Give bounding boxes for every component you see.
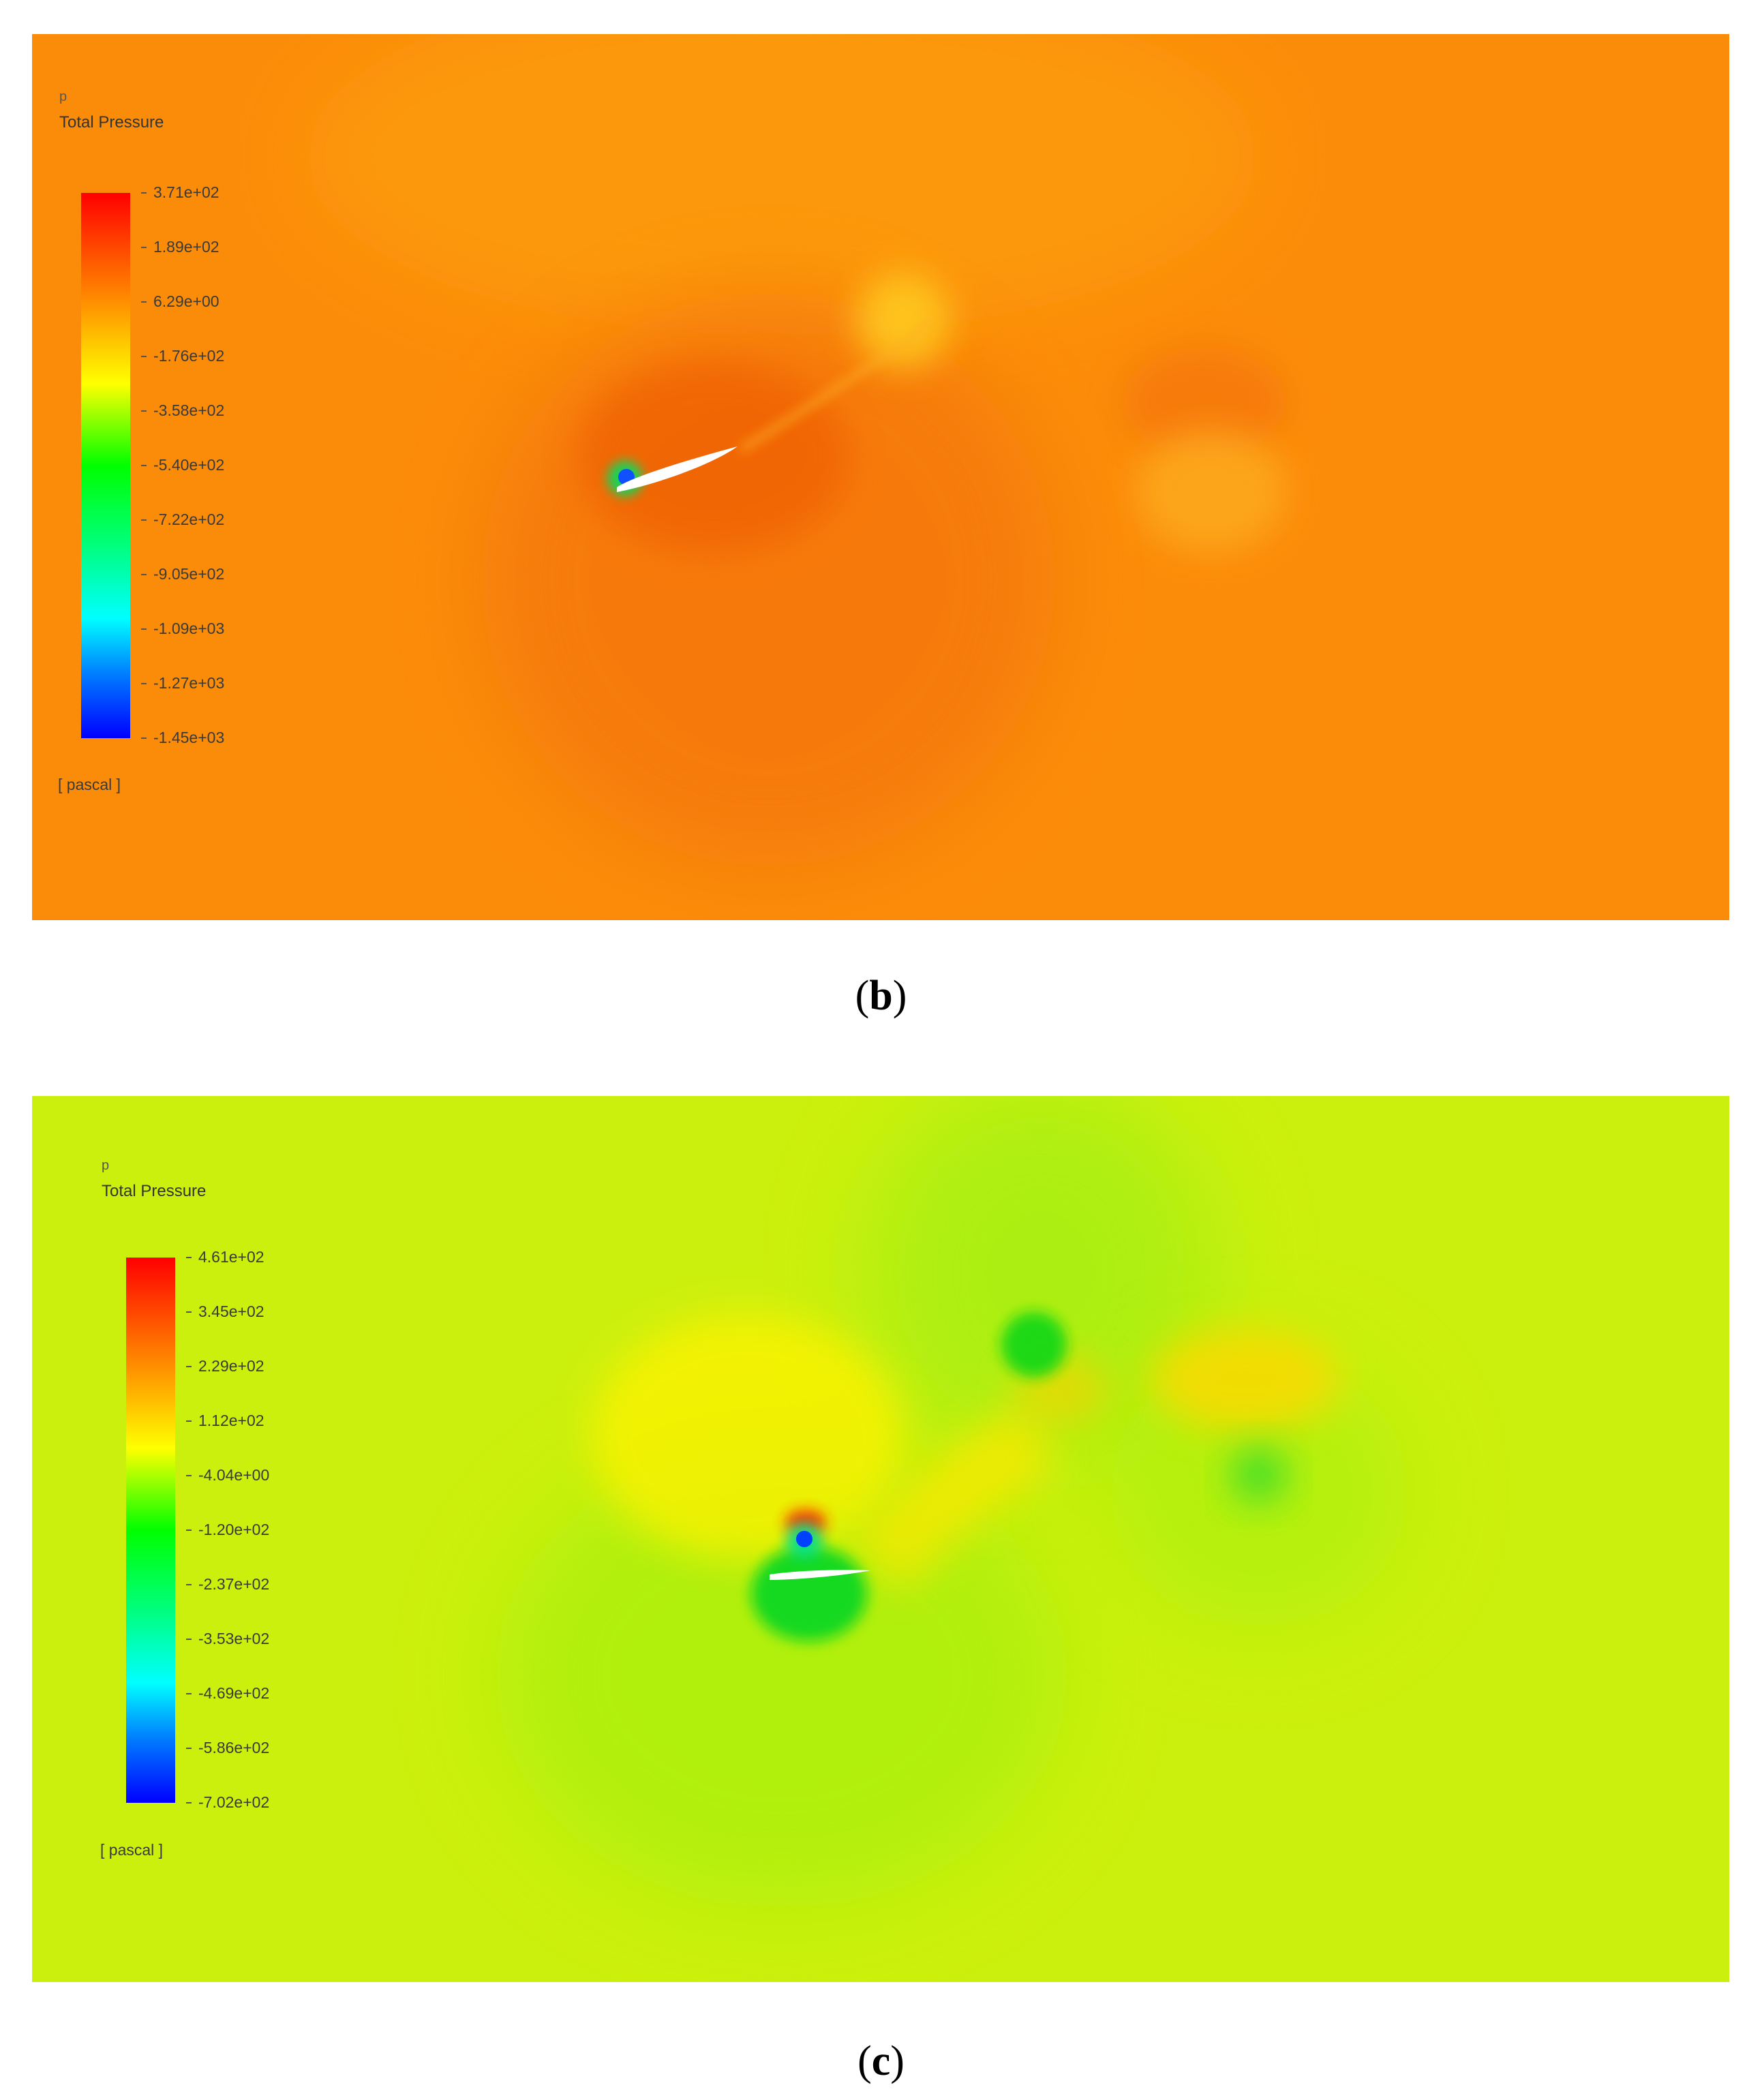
tick-label-b: -9.05e+02 — [140, 565, 225, 583]
legend-variable-b: p — [59, 89, 67, 104]
colorbar-c — [126, 1258, 175, 1803]
tick-label-c: 2.29e+02 — [186, 1357, 264, 1375]
tick-label-b: -1.27e+03 — [140, 674, 225, 692]
legend-title-b: Total Pressure — [59, 113, 164, 132]
tick-label-b: -1.76e+02 — [140, 347, 225, 365]
caption-b: (b) — [855, 973, 907, 1019]
tick-label-c: -4.04e+00 — [185, 1466, 270, 1484]
airfoil-shape — [770, 1570, 870, 1580]
tick-label-c: 3.45e+02 — [186, 1303, 264, 1320]
tick-label-c: -3.53e+02 — [185, 1630, 270, 1647]
pressure-field-c — [32, 1096, 1729, 1982]
tick-label-c: -1.20e+02 — [185, 1521, 270, 1538]
tick-label-b: 3.71e+02 — [141, 183, 219, 201]
tick-label-c: -5.86e+02 — [185, 1739, 270, 1756]
pressure-field-b — [32, 34, 1729, 920]
tick-label-c: -4.69e+02 — [185, 1684, 270, 1702]
tick-label-b: -7.22e+02 — [140, 511, 225, 528]
tick-label-b: 6.29e+00 — [141, 292, 219, 310]
tick-label-b: -5.40e+02 — [140, 456, 225, 474]
legend-unit-b: [ pascal ] — [58, 776, 121, 793]
tick-label-b: -1.45e+03 — [140, 729, 225, 746]
caption-letter-b: b — [869, 973, 893, 1019]
caption-letter-c: c — [871, 2038, 891, 2084]
tick-label-b: -1.09e+03 — [140, 620, 225, 637]
legend-unit-c: [ pascal ] — [100, 1841, 164, 1859]
tick-label-c: 1.12e+02 — [186, 1412, 264, 1429]
tick-label-c: -7.02e+02 — [185, 1793, 270, 1811]
contour-plot-b: p Total Pressure 3.71e+02 1.89e+02 6.29e… — [32, 34, 1729, 920]
airfoil-shape — [617, 446, 738, 492]
tick-label-b: 1.89e+02 — [141, 238, 219, 256]
legend-variable-c: p — [102, 1158, 110, 1173]
tick-label-b: -3.58e+02 — [140, 401, 225, 419]
legend-title-c: Total Pressure — [102, 1182, 207, 1200]
tick-label-c: 4.61e+02 — [186, 1248, 264, 1266]
contour-plot-c: p Total Pressure 4.61e+02 3.45e+02 2.29e… — [32, 1096, 1729, 1982]
tick-label-c: -2.37e+02 — [185, 1575, 270, 1593]
caption-c: (c) — [857, 2038, 905, 2084]
colorbar-b — [81, 193, 130, 738]
